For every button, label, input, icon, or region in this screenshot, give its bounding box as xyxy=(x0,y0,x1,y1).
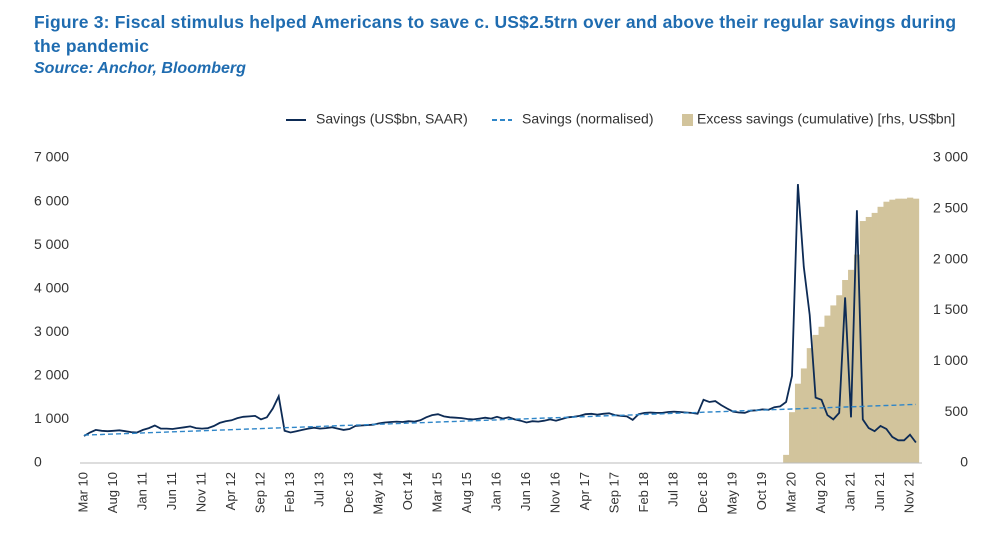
bar xyxy=(836,295,843,463)
bar xyxy=(783,454,790,463)
x-tick-label: Apr 12 xyxy=(223,472,238,510)
x-tick-label: Nov 11 xyxy=(193,472,208,512)
chart-subtitle: Source: Anchor, Bloomberg xyxy=(34,60,246,77)
normalised-line xyxy=(83,403,916,436)
legend-label: Savings (normalised) xyxy=(522,111,654,127)
x-tick-label: Aug 15 xyxy=(459,472,474,513)
bar xyxy=(830,305,837,463)
bar xyxy=(848,269,855,463)
x-tick-label: Dec 13 xyxy=(341,472,356,513)
x-tick-label: Jun 21 xyxy=(872,472,887,511)
bar xyxy=(794,383,802,463)
x-tick-label: Mar 20 xyxy=(783,472,798,512)
y-tick-label: 0 xyxy=(34,454,42,470)
x-tick-label: Mar 10 xyxy=(75,472,90,512)
x-tick-label: Jul 18 xyxy=(665,472,680,507)
x-tick-label: Feb 18 xyxy=(636,472,651,512)
x-tick-label: Aug 10 xyxy=(105,472,120,513)
y-tick-label: 3 000 xyxy=(34,323,69,339)
legend-label: Excess savings (cumulative) [rhs, US$bn] xyxy=(697,111,955,127)
bar xyxy=(889,199,896,463)
bar xyxy=(800,368,808,463)
x-tick-label: Jan 21 xyxy=(842,472,857,511)
y2-tick-label: 2 500 xyxy=(933,200,968,216)
x-tick-label: Oct 14 xyxy=(400,472,415,510)
y-tick-label: 7 000 xyxy=(34,149,69,165)
bar xyxy=(818,326,825,463)
bar xyxy=(824,315,831,463)
bar xyxy=(907,197,914,463)
x-tick-label: Nov 21 xyxy=(901,472,916,513)
legend-marker xyxy=(682,114,693,126)
y-tick-label: 5 000 xyxy=(34,236,69,252)
bar xyxy=(895,198,902,463)
x-tick-label: Jun 16 xyxy=(518,472,533,511)
x-tick-label: Apr 17 xyxy=(577,472,592,510)
x-tick-label: Aug 20 xyxy=(813,472,828,513)
y2-tick-label: 2 000 xyxy=(933,250,968,266)
x-tick-label: Feb 13 xyxy=(282,472,297,512)
y-tick-label: 6 000 xyxy=(34,192,69,208)
bar xyxy=(812,334,819,463)
bar xyxy=(789,412,796,463)
x-tick-label: Jan 16 xyxy=(488,472,503,511)
y2-tick-label: 1 500 xyxy=(933,301,968,317)
chart-title: Figure 3: Fiscal stimulus helped America… xyxy=(34,12,957,56)
x-tick-label: Jul 13 xyxy=(311,472,326,507)
y-tick-label: 4 000 xyxy=(34,279,69,295)
x-tick-label: Jan 11 xyxy=(134,472,149,510)
bar xyxy=(883,201,890,463)
bar xyxy=(877,206,884,464)
bar xyxy=(871,212,878,463)
y2-tick-label: 500 xyxy=(945,403,969,419)
y2-tick-label: 3 000 xyxy=(933,149,968,165)
bar xyxy=(853,254,861,463)
x-tick-label: Jun 11 xyxy=(164,472,179,510)
bar xyxy=(901,198,908,463)
bar xyxy=(865,216,872,463)
y2-tick-label: 1 000 xyxy=(933,352,968,368)
legend-label: Savings (US$bn, SAAR) xyxy=(316,111,468,127)
x-tick-label: Oct 19 xyxy=(754,472,769,510)
bar xyxy=(912,198,920,463)
x-tick-label: Nov 16 xyxy=(547,472,562,513)
x-tick-label: Mar 15 xyxy=(429,472,444,512)
x-tick-label: Dec 18 xyxy=(695,472,710,513)
header: Figure 3: Fiscal stimulus helped America… xyxy=(34,10,984,80)
bar xyxy=(842,280,849,463)
savings-line xyxy=(83,184,917,444)
x-tick-label: May 19 xyxy=(724,472,739,515)
x-tick-label: May 14 xyxy=(370,472,385,515)
bar xyxy=(806,348,813,463)
y-tick-label: 2 000 xyxy=(34,367,69,383)
x-tick-label: Sep 12 xyxy=(252,472,267,513)
bar xyxy=(859,221,867,463)
y2-tick-label: 0 xyxy=(960,454,968,470)
x-tick-label: Sep 17 xyxy=(606,472,621,513)
y-tick-label: 1 000 xyxy=(34,410,69,426)
